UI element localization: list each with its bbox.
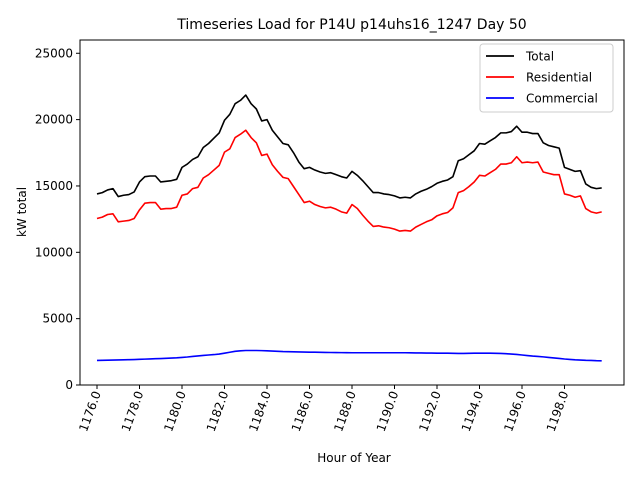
legend-label-commercial: Commercial [526,92,598,106]
y-tick-label: 5000 [42,312,73,326]
series-line-commercial [96,349,602,362]
x-axis-label: Hour of Year [317,451,391,465]
y-tick-label: 25000 [35,46,73,60]
y-axis-label: kW total [15,187,29,237]
series-line-total [96,94,602,199]
legend: Total Residential Commercial [479,43,614,113]
legend-label-residential: Residential [526,71,592,85]
y-tick-label: 0 [65,378,73,392]
y-tick-label: 20000 [35,113,73,127]
legend-frame [479,43,614,113]
legend-entries: Total Residential Commercial [486,50,598,106]
series-layer [96,94,602,362]
series-line-residential [96,129,602,232]
chart-title: Timeseries Load for P14U p14uhs16_1247 D… [176,17,526,33]
y-axis-ticks: 0 5000 10000 15000 20000 25000 [35,46,80,392]
y-tick-label: 15000 [35,179,73,193]
y-tick-label: 10000 [35,245,73,259]
legend-label-total: Total [525,50,554,64]
